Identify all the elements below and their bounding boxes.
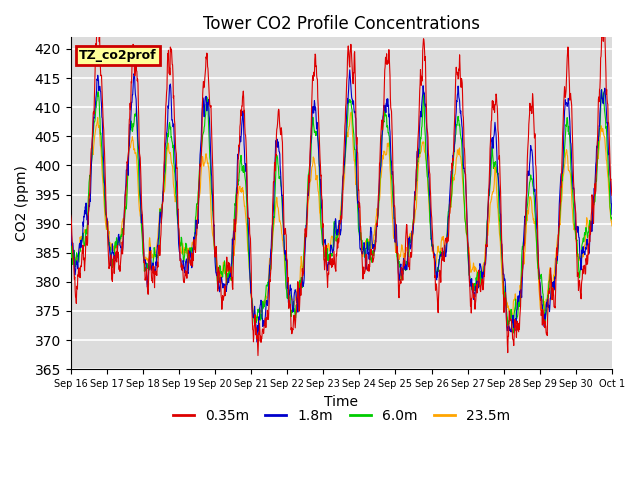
Text: TZ_co2prof: TZ_co2prof: [79, 49, 156, 62]
X-axis label: Time: Time: [324, 395, 358, 408]
Title: Tower CO2 Profile Concentrations: Tower CO2 Profile Concentrations: [203, 15, 480, 33]
Y-axis label: CO2 (ppm): CO2 (ppm): [15, 165, 29, 241]
Legend: 0.35m, 1.8m, 6.0m, 23.5m: 0.35m, 1.8m, 6.0m, 23.5m: [167, 404, 515, 429]
